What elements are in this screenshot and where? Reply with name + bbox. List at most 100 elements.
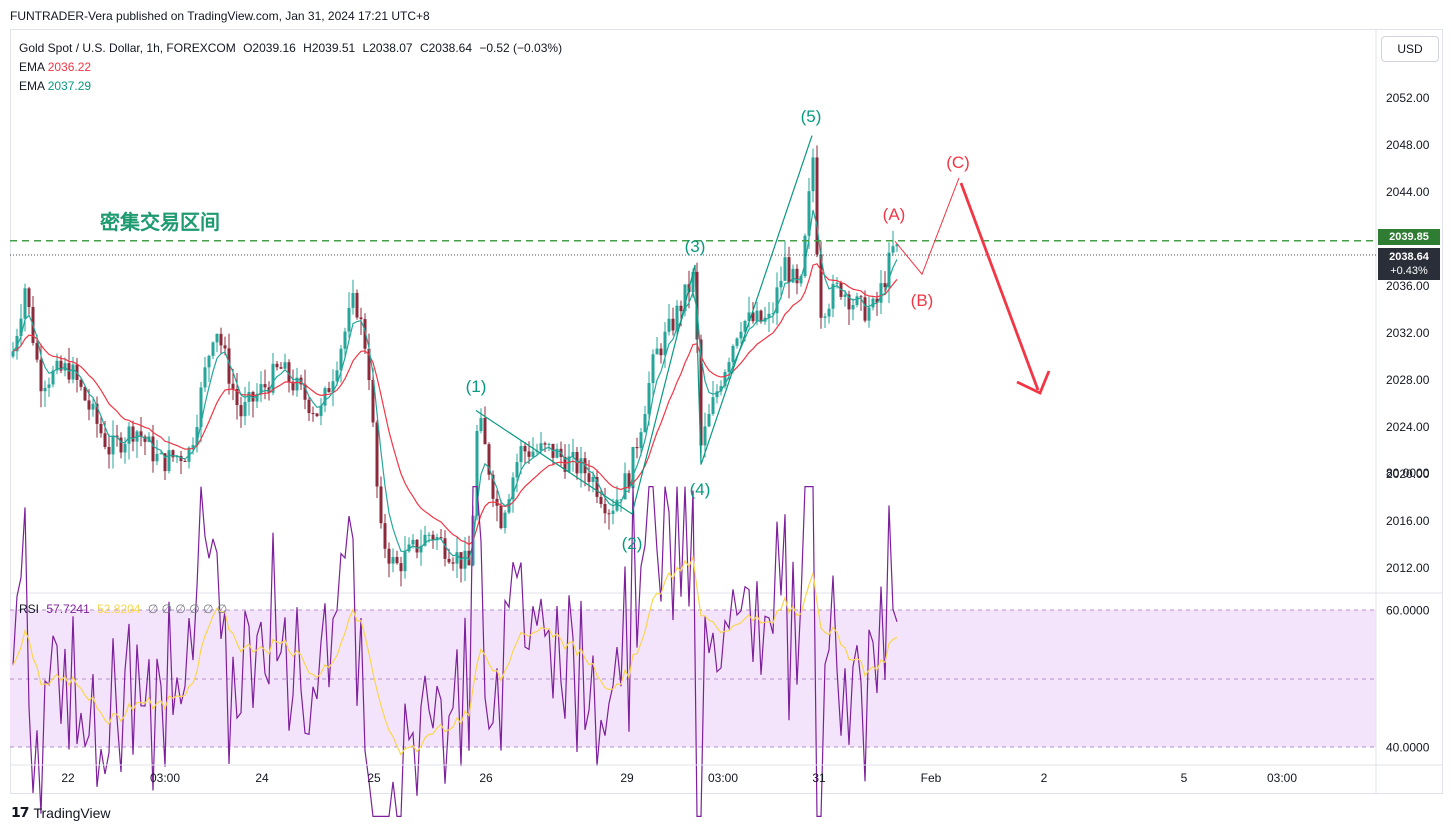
bull-candle xyxy=(531,451,535,457)
ema-slow-label[interactable]: EMA xyxy=(19,79,45,93)
bear-candle xyxy=(363,319,367,349)
bull-candle xyxy=(647,383,651,415)
bull-candle xyxy=(791,268,795,283)
bear-candle xyxy=(303,384,307,400)
ema-fast-value: 2036.22 xyxy=(47,60,92,74)
bull-candle xyxy=(663,331,667,356)
bull-candle xyxy=(91,403,95,410)
bear-candle xyxy=(231,383,235,389)
bear-candle xyxy=(227,348,231,384)
currency-button[interactable]: USD xyxy=(1381,36,1439,62)
price-tick-label: 2016.00 xyxy=(1386,514,1430,528)
price-tick-label: 2032.00 xyxy=(1386,326,1430,340)
legend-symbol[interactable]: Gold Spot / U.S. Dollar, 1h, FOREXCOM xyxy=(19,41,236,55)
price-tick-label: 2028.00 xyxy=(1386,373,1430,387)
rsi-label[interactable]: RSI xyxy=(19,602,40,616)
footer-brand[interactable]: 𝟭𝟳 TradingView xyxy=(11,804,111,821)
resistance-price-tag: 2039.85 xyxy=(1378,229,1440,245)
bull-candle xyxy=(571,451,575,457)
bear-candle xyxy=(795,268,799,284)
bear-candle xyxy=(35,342,39,360)
time-tick-label: 29 xyxy=(620,771,634,785)
bull-candle xyxy=(295,377,299,391)
wave-label: (3) xyxy=(685,237,706,256)
bear-candle xyxy=(39,359,43,392)
footer-brand-label: TradingView xyxy=(33,804,111,821)
bull-candle xyxy=(71,364,75,380)
bull-candle xyxy=(715,391,719,398)
bull-candle xyxy=(835,282,839,284)
bull-candle xyxy=(403,551,407,572)
rsi-value: 57.7241 xyxy=(46,602,90,616)
bull-candle xyxy=(755,310,759,322)
bear-candle xyxy=(275,363,279,368)
time-tick-label: 03:00 xyxy=(708,771,738,785)
bull-candle xyxy=(127,426,131,444)
bear-candle xyxy=(859,296,863,298)
bull-candle xyxy=(511,477,515,500)
bull-candle xyxy=(655,348,659,355)
bear-candle xyxy=(131,426,135,442)
bear-candle xyxy=(279,367,283,369)
bear-candle xyxy=(415,539,419,553)
bull-candle xyxy=(15,336,19,352)
time-tick-label: 25 xyxy=(367,771,381,785)
time-axis: 22 03:00 24 25 26 29 03:00 31 Feb 2 5 03:00 xyxy=(61,771,1297,785)
bull-candle xyxy=(615,499,619,511)
rsi-axis: 80.0000 60.0000 40.0000 xyxy=(1386,466,1430,755)
bear-candle xyxy=(27,288,31,307)
bull-candle xyxy=(691,271,695,293)
wave-label: (2) xyxy=(622,534,643,553)
bull-candle xyxy=(827,308,831,317)
bull-candle xyxy=(427,534,431,536)
bear-candle xyxy=(143,436,147,442)
bull-candle xyxy=(479,418,483,431)
legend-ema-fast: EMA 2036.22 xyxy=(19,58,562,77)
rsi-line xyxy=(12,486,898,818)
bear-candle xyxy=(307,399,311,414)
ema-fast-line xyxy=(12,209,898,561)
bear-candle xyxy=(287,362,291,382)
price-tick-label: 2020.00 xyxy=(1386,467,1430,481)
bull-candle xyxy=(711,397,715,414)
ema-fast-label[interactable]: EMA xyxy=(19,60,45,74)
bear-candle xyxy=(183,460,187,462)
bull-candle xyxy=(683,284,687,312)
bear-candle xyxy=(251,392,255,402)
bull-candle xyxy=(779,280,783,288)
bear-candle xyxy=(431,534,435,541)
bull-candle xyxy=(503,512,507,529)
bear-candle xyxy=(695,271,699,340)
bear-candle xyxy=(79,379,83,387)
correction-line xyxy=(894,177,960,276)
bear-candle xyxy=(487,444,491,475)
bull-candle xyxy=(175,455,179,458)
rsi-ma-line xyxy=(12,555,898,756)
bull-candle xyxy=(463,550,467,569)
bear-candle xyxy=(659,348,663,356)
bull-candle xyxy=(455,552,459,564)
bull-candle xyxy=(851,304,855,310)
bear-candle xyxy=(587,473,591,482)
bull-candle xyxy=(51,370,55,385)
bear-candle xyxy=(171,450,175,458)
bear-candle xyxy=(447,558,451,563)
bear-candle xyxy=(635,447,639,449)
bear-candle xyxy=(95,403,99,424)
bull-candle xyxy=(391,557,395,564)
bull-candle xyxy=(23,288,27,319)
bull-candle xyxy=(799,276,803,284)
bull-candle xyxy=(259,384,263,394)
bear-candle xyxy=(603,503,607,514)
bear-candle xyxy=(607,513,611,515)
bull-candle xyxy=(823,316,827,318)
bull-candle xyxy=(475,430,479,516)
bear-candle xyxy=(219,333,223,346)
bear-candle xyxy=(751,312,755,322)
bull-candle xyxy=(211,342,215,356)
bull-candle xyxy=(675,305,679,331)
bull-candle xyxy=(147,436,151,442)
bull-candle xyxy=(555,448,559,458)
bear-candle xyxy=(883,283,887,288)
